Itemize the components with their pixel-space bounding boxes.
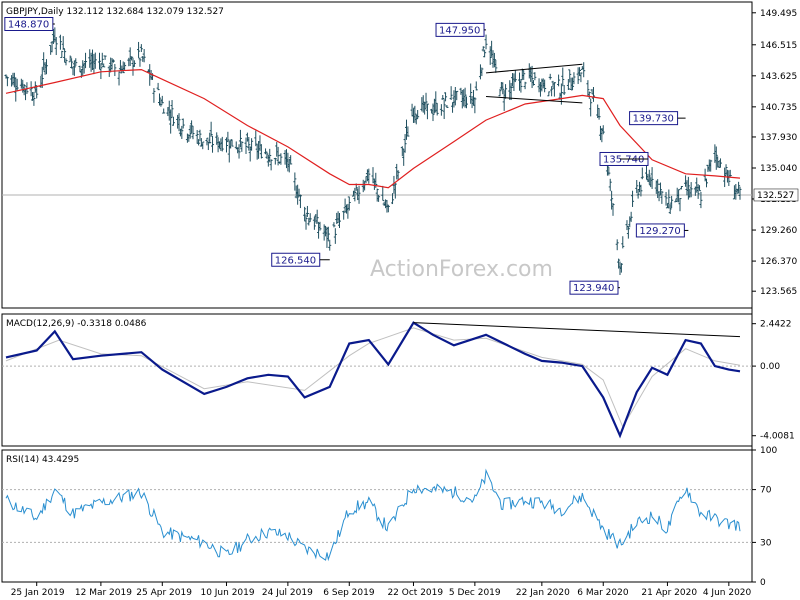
x-tick-label: 6 Sep 2019 [323, 588, 375, 598]
macd-tick-label: 2.4422 [760, 320, 792, 330]
x-tick-label: 21 Apr 2020 [641, 588, 697, 598]
price-header: GBPJPY,Daily 132.112 132.684 132.079 132… [6, 7, 224, 17]
rsi-header: RSI(14) 43.4295 [6, 455, 79, 465]
x-tick-label: 22 Oct 2019 [387, 588, 443, 598]
current-price-box [753, 188, 799, 202]
price-tick-label: 143.625 [760, 72, 797, 82]
x-tick-label: 4 Jun 2020 [703, 588, 752, 598]
x-tick-label: 25 Jan 2019 [11, 588, 65, 598]
macd-header: MACD(12,26,9) -0.3318 0.0486 [6, 319, 147, 329]
price-tick-label: 129.260 [760, 226, 797, 236]
x-tick-label: 5 Dec 2019 [449, 588, 501, 598]
macd-tick-label: -4.0081 [760, 432, 795, 442]
x-tick-label: 22 Jan 2020 [516, 588, 570, 598]
price-annotation-label: 126.540 [275, 255, 316, 266]
price-tick-label: 146.515 [760, 41, 797, 51]
x-tick-label: 10 Jun 2019 [200, 588, 254, 598]
rsi-tick-label: 30 [760, 538, 772, 548]
rsi-tick-label: 0 [760, 578, 766, 588]
price-annotation-label: 148.870 [8, 20, 49, 31]
rsi-tick-label: 100 [760, 446, 777, 456]
channel-line-1 [485, 63, 583, 74]
price-annotation-label: 139.730 [633, 114, 674, 125]
channel-line-2 [485, 95, 583, 104]
price-annotation-label: 147.950 [439, 25, 480, 36]
price-tick-label: 123.565 [760, 287, 797, 297]
x-tick-label: 12 Mar 2019 [75, 588, 132, 598]
x-tick-label: 25 Apr 2019 [136, 588, 192, 598]
x-tick-label: 24 Jul 2019 [262, 588, 313, 598]
price-annotation-label: 135.740 [603, 154, 644, 165]
price-annotation-label: 129.270 [639, 226, 680, 237]
x-tick-label: 6 Mar 2020 [577, 588, 629, 598]
watermark: ActionForex.com [370, 257, 553, 282]
rsi-line [5, 468, 741, 562]
moving-average-line [5, 68, 741, 189]
price-tick-label: 135.040 [760, 164, 797, 174]
price-tick-label: 137.930 [760, 133, 797, 143]
macd-tick-label: 0.00 [760, 362, 780, 372]
rsi-tick-label: 70 [760, 486, 772, 496]
pane-frame-2 [1, 313, 753, 447]
price-tick-label: 149.495 [760, 9, 797, 19]
price-tick-label: 140.735 [760, 103, 797, 113]
price-annotation-label: 123.940 [573, 283, 614, 294]
price-tick-label: 126.370 [760, 257, 797, 267]
current-price-label: 132.527 [757, 191, 794, 201]
macd-trend-line [413, 322, 741, 338]
macd-line [5, 321, 741, 439]
